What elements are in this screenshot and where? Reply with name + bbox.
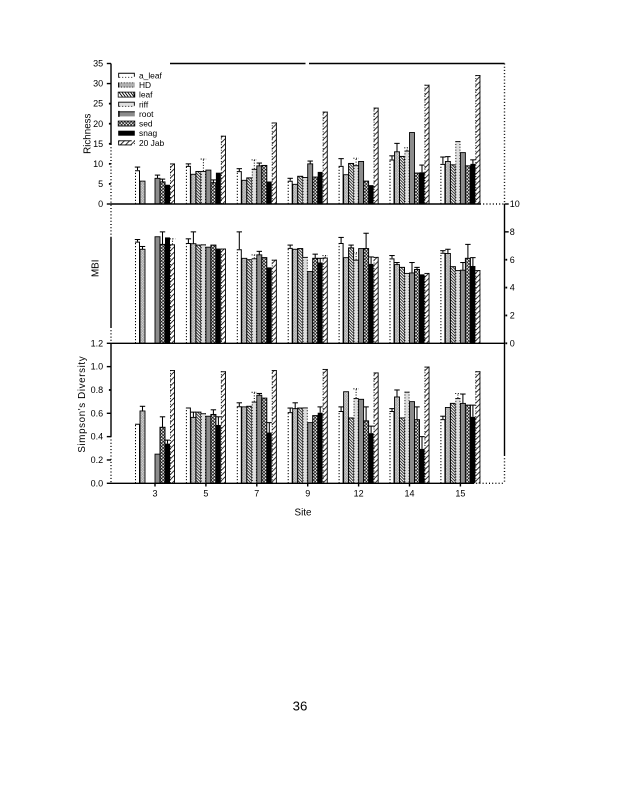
svg-text:10: 10	[93, 159, 103, 169]
svg-text:MBI: MBI	[91, 260, 102, 277]
svg-text:HD: HD	[139, 80, 151, 90]
svg-text:8: 8	[510, 227, 515, 237]
svg-text:1.2: 1.2	[91, 338, 104, 348]
svg-text:9: 9	[305, 489, 310, 499]
svg-text:15: 15	[455, 489, 465, 499]
svg-text:3: 3	[152, 489, 157, 499]
svg-text:25: 25	[93, 99, 103, 109]
svg-text:20 Jab: 20 Jab	[139, 138, 164, 148]
svg-text:Site: Site	[295, 508, 312, 519]
svg-text:0.6: 0.6	[91, 408, 104, 418]
svg-text:root: root	[139, 109, 154, 119]
svg-text:12: 12	[354, 489, 364, 499]
svg-text:10: 10	[510, 199, 520, 209]
svg-text:30: 30	[93, 79, 103, 89]
svg-text:Richness: Richness	[83, 113, 94, 153]
svg-text:0.8: 0.8	[91, 385, 104, 395]
svg-text:0.4: 0.4	[91, 432, 104, 442]
svg-text:14: 14	[404, 489, 414, 499]
svg-text:35: 35	[93, 59, 103, 69]
svg-text:36: 36	[293, 699, 308, 714]
svg-text:sed: sed	[139, 119, 153, 129]
svg-text:15: 15	[93, 139, 103, 149]
svg-text:leaf: leaf	[139, 90, 153, 100]
svg-text:riff: riff	[139, 99, 149, 109]
svg-text:0.0: 0.0	[91, 478, 104, 488]
svg-text:4: 4	[510, 283, 515, 293]
svg-text:7: 7	[254, 489, 259, 499]
svg-text:0.2: 0.2	[91, 455, 104, 465]
svg-text:snag: snag	[139, 128, 158, 138]
svg-text:6: 6	[510, 255, 515, 265]
svg-text:0: 0	[510, 338, 515, 348]
svg-text:5: 5	[203, 489, 208, 499]
svg-text:2: 2	[510, 311, 515, 321]
svg-text:Simpson's Diversity: Simpson's Diversity	[77, 356, 88, 453]
svg-text:20: 20	[93, 119, 103, 129]
svg-text:a_leaf: a_leaf	[139, 70, 162, 80]
svg-text:0: 0	[98, 199, 103, 209]
svg-text:5: 5	[98, 179, 103, 189]
svg-text:1.0: 1.0	[91, 362, 104, 372]
